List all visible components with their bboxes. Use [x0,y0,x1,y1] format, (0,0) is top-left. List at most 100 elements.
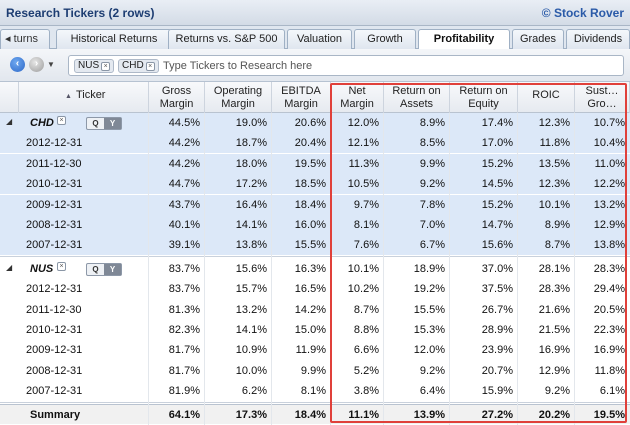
value-cell: 7.8% [419,198,445,211]
table-row[interactable]: 2007-12-31 39.1% 13.8% 15.5% 7.6% 6.7% 15.6% 8.… [0,235,630,256]
column-header-return-on-assets[interactable]: Return on Assets [384,82,450,113]
value-cell: 81.3% [168,303,200,316]
remove-ticker-icon[interactable]: × [57,261,66,271]
value-cell: 19.2% [413,283,445,296]
value-cell: 7.0% [419,219,445,231]
table-row[interactable]: 2008-12-31 81.7% 10.0% 9.9% 5.2% 9.2% 20.7% 12.… [0,360,630,381]
value-cell: 18.4% [294,198,326,211]
forward-button[interactable]: › [29,57,44,72]
summary-row: Summary 64.1% 17.3% 18.4% 11.1% 13.9% 27.2% 20.… [0,403,630,424]
tab-scroll-left[interactable]: ◂ turns [0,29,50,49]
table-row[interactable]: 2009-12-31 43.7% 16.4% 18.4% 9.7% 7.8% 15.2% 10… [0,194,630,215]
value-cell: 40.1% [168,219,200,231]
value-cell: 21.5% [538,324,570,336]
value-cell: 37.0% [481,262,513,275]
history-dropdown-icon[interactable]: ▼ [47,60,55,69]
table-row[interactable]: 2007-12-31 81.9% 6.2% 8.1% 3.8% 6.4% 15.9% 9.2%… [0,381,630,402]
value-cell: 44.2% [168,137,200,150]
column-divider [148,113,149,425]
value-cell: 11.8% [539,137,570,150]
value-cell: 16.9% [538,344,570,357]
column-header-net-margin[interactable]: Net Margin [331,82,384,113]
value-cell: 10.9% [235,344,267,357]
column-divider [449,113,450,425]
column-header-gross-margin[interactable]: Gross Margin [149,82,205,113]
quarterly-toggle[interactable]: Q [92,264,99,274]
value-cell: 9.9% [300,364,326,377]
value-cell: 12.3% [538,178,570,191]
tab-valuation[interactable]: Valuation [287,29,352,49]
column-header-roic[interactable]: ROIC [518,82,575,113]
value-cell: 19.5% [294,157,326,170]
ticker-input-placeholder: Type Tickers to Research here [163,60,313,72]
value-cell: 37.5% [481,283,513,296]
table-row[interactable]: 2010-12-31 82.3% 14.1% 15.0% 8.8% 15.3% 28.9% 2… [0,320,630,340]
column-header-ebitda-margin[interactable]: EBITDA Margin [272,82,331,113]
ticker-toolbar: ‹ › ▼ NUS × CHD × Type Tickers to Research… [0,49,630,82]
value-cell: 28.1% [538,262,570,275]
value-cell: 10.4% [593,137,625,150]
quarterly-toggle[interactable]: Q [92,119,99,128]
remove-ticker-icon[interactable]: × [57,116,66,125]
tab-historical-returns[interactable]: Historical Returns [56,29,172,49]
value-cell: 7.6% [353,239,379,252]
value-cell: 29.4% [593,283,625,296]
ticker-symbol[interactable]: NUS [30,262,54,275]
value-cell: 14.5% [481,178,513,191]
column-divider [271,113,272,425]
value-cell: 17.3% [235,408,267,421]
value-cell: 43.7% [168,198,200,211]
period-date: 2007-12-31 [26,239,83,252]
table-row[interactable]: 2011-12-30 44.2% 18.0% 19.5% 11.3% 9.9% 15.2% 1… [0,153,630,174]
value-cell: 21.6% [538,303,570,316]
value-cell: 15.2% [481,157,513,170]
table-row[interactable]: 2009-12-31 81.7% 10.9% 11.9% 6.6% 12.0% 23.9% 1… [0,340,630,361]
remove-chip-icon[interactable]: × [101,62,111,71]
table-row[interactable]: 2012-12-31 83.7% 15.7% 16.5% 10.2% 19.2% 37.5%… [0,279,630,300]
value-cell: 12.3% [538,117,570,129]
yearly-toggle[interactable]: Y [104,118,121,129]
expand-icon[interactable]: ◢ [6,117,13,126]
value-cell: 15.6% [481,239,513,252]
expand-icon[interactable]: ◢ [6,262,13,272]
chip-label: CHD [122,60,144,71]
table-row[interactable]: 2008-12-31 40.1% 14.1% 16.0% 8.1% 7.0% 14.7% 8.… [0,215,630,235]
period-date: 2012-12-31 [26,137,83,150]
brand-logo[interactable]: © Stock Rover [541,6,624,20]
chip-label: NUS [78,60,100,71]
tab-grades[interactable]: Grades [512,29,564,49]
tab-dividends[interactable]: Dividends [566,29,630,49]
period-date: 2007-12-31 [26,385,83,398]
value-cell: 82.3% [168,324,200,336]
ticker-input[interactable]: NUS × CHD × Type Tickers to Research here [68,55,624,76]
value-cell: 12.9% [593,219,625,231]
value-cell: 12.0% [347,117,379,129]
column-header-operating-margin[interactable]: Operating Margin [205,82,272,113]
yearly-toggle[interactable]: Y [104,263,121,275]
table-row[interactable]: 2012-12-31 44.2% 18.7% 20.4% 12.1% 8.5% 17.0% 1… [0,133,630,154]
table-row[interactable]: 2011-12-30 81.3% 13.2% 14.2% 8.7% 15.5% 26.7% 2… [0,299,630,320]
tab-growth[interactable]: Growth [354,29,416,49]
column-header-ticker[interactable]: ▲ Ticker [19,82,149,113]
group-row-nus[interactable]: ◢ NUS × Q Y 83.7% 15.6% 16.3% 10.1% 18.9% 37.0% 28.… [0,258,630,279]
group-row-chd[interactable]: ◢ CHD × Q Y 44.5% 19.0% 20.6% 12.0% 8.9% 17.4% 12.3… [0,113,630,133]
period-date: 2008-12-31 [26,219,83,231]
ticker-symbol[interactable]: CHD [30,117,54,129]
value-cell: 16.4% [235,198,267,211]
remove-chip-icon[interactable]: × [145,62,155,71]
header-expander-col [0,82,19,113]
value-cell: 39.1% [168,239,200,252]
value-cell: 44.2% [168,157,200,170]
value-cell: 13.9% [413,408,445,421]
arrow-right-icon: › [34,58,39,69]
table-row[interactable]: 2010-12-31 44.7% 17.2% 18.5% 10.5% 9.2% 14.5% 1… [0,174,630,195]
value-cell: 9.2% [419,364,445,377]
tab-returns-vs-sp500[interactable]: Returns vs. S&P 500 [168,29,285,49]
column-header-return-on-equity[interactable]: Return on Equity [450,82,518,113]
back-button[interactable]: ‹ [10,57,25,72]
value-cell: 20.7% [481,364,513,377]
tab-profitability[interactable]: Profitability [418,29,510,50]
column-header-sustainable-growth[interactable]: Sust… Gro… [575,82,630,113]
